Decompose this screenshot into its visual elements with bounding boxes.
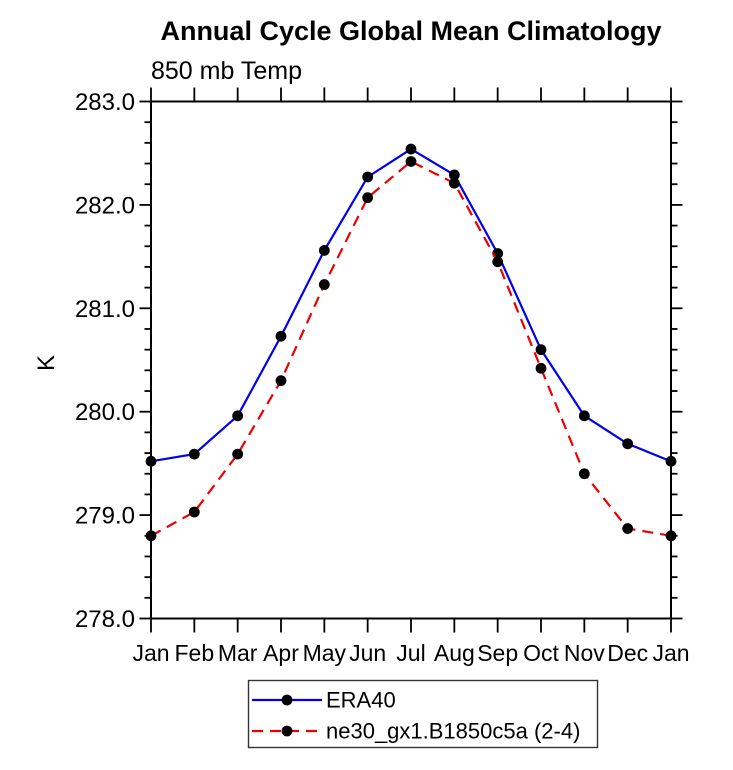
series-0-marker: [665, 455, 677, 467]
series-0-marker: [275, 330, 287, 342]
series-0-marker: [145, 455, 157, 467]
series-1-marker: [578, 468, 590, 480]
series-1-marker: [188, 506, 200, 518]
legend-marker-era40: [281, 694, 293, 706]
x-tick-label: Jan: [652, 640, 689, 666]
x-tick-label: Mar: [218, 640, 258, 666]
y-tick-label: 281.0: [75, 296, 135, 323]
series-1-marker: [448, 177, 460, 189]
x-tick-label: Jun: [349, 640, 386, 666]
x-tick-label: Sep: [477, 640, 518, 666]
series-line-1: [150, 160, 672, 537]
series-0-marker: [232, 410, 244, 422]
series-0-marker: [448, 169, 460, 181]
axes: Jan Feb Mar Apr May Jun Jul Aug Sep Oct Nov Dec Jan2…: [75, 87, 690, 666]
legend-box: [247, 679, 599, 749]
series-0-marker: [318, 244, 330, 256]
series-0-marker: [535, 344, 547, 356]
y-tick-label: 282.0: [75, 192, 135, 219]
x-tick-label: Jul: [396, 640, 425, 666]
y-axis-label: K: [33, 355, 60, 371]
chart-subtitle: 850 mb Temp: [151, 57, 302, 85]
chart-title: Annual Cycle Global Mean Climatology: [160, 16, 661, 46]
plot-border: [150, 100, 672, 620]
x-tick-label: Apr: [263, 640, 299, 666]
y-tick-label: 279.0: [75, 503, 135, 530]
x-tick-label: Aug: [434, 640, 475, 666]
series-0-marker: [405, 143, 417, 155]
series-1-marker: [318, 279, 330, 290]
series-line-0: [150, 147, 672, 463]
legend: ERA40 ne30_gx1.B1850c5a (2-4): [247, 679, 599, 749]
series-1-marker: [622, 523, 634, 534]
x-tick-label: Dec: [607, 640, 648, 666]
y-tick-label: 283.0: [75, 89, 135, 116]
series-1-marker: [665, 530, 677, 542]
x-tick-label: Jan: [132, 640, 169, 666]
series-1-marker: [232, 448, 244, 460]
series-1-marker: [275, 375, 287, 387]
y-tick-label: 280.0: [75, 399, 135, 426]
y-tick-label: 278.0: [75, 606, 135, 633]
series-1-marker: [362, 192, 374, 204]
series-0-marker: [188, 448, 200, 460]
series-0-marker: [362, 171, 374, 183]
legend-label-model: ne30_gx1.B1850c5a (2-4): [326, 719, 580, 744]
series-0-marker: [622, 438, 634, 450]
series-1-marker: [535, 362, 547, 374]
series-1-marker: [145, 530, 157, 542]
legend-label-era40: ERA40: [326, 688, 396, 713]
x-tick-label: Oct: [523, 640, 559, 666]
plot-series: [145, 143, 677, 542]
series-1-marker: [492, 256, 504, 268]
x-tick-label: May: [303, 640, 347, 666]
series-0-marker: [578, 410, 590, 422]
x-tick-label: Feb: [175, 640, 215, 666]
legend-marker-model: [281, 725, 293, 737]
x-tick-label: Nov: [564, 640, 605, 666]
series-1-marker: [405, 156, 417, 167]
